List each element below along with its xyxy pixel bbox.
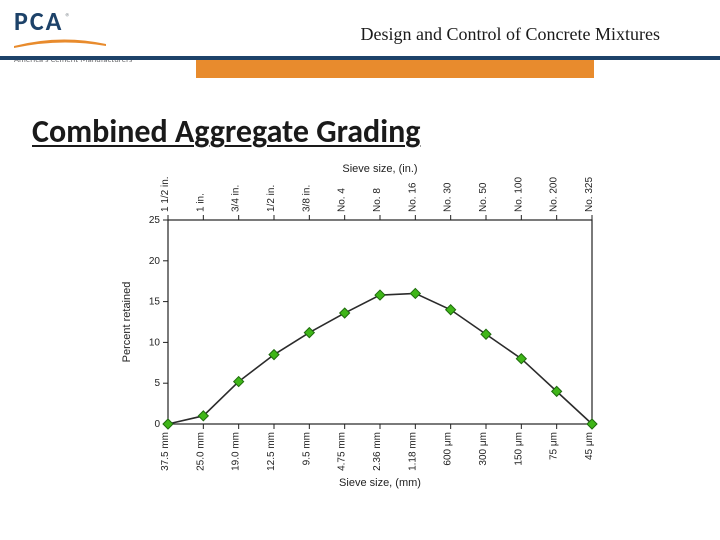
header-accent-bar [196,60,594,78]
logo-swoosh-icon [14,38,106,48]
logo-text: PCA® [14,8,214,34]
svg-text:600 μm: 600 μm [443,432,454,466]
svg-text:25: 25 [149,215,161,226]
slide-header: PCA® America's Cement Manufacturers™ Des… [0,0,720,70]
svg-text:15: 15 [149,297,161,308]
svg-text:No. 200: No. 200 [549,177,560,212]
svg-text:No. 100: No. 100 [513,177,524,212]
svg-text:No. 325: No. 325 [584,177,595,212]
slide-root: PCA® America's Cement Manufacturers™ Des… [0,0,720,540]
svg-text:1/2 in.: 1/2 in. [266,185,277,212]
svg-text:300 μm: 300 μm [478,432,489,466]
header-title: Design and Control of Concrete Mixtures [361,24,660,45]
svg-text:1 in.: 1 in. [195,193,206,212]
svg-text:75 μm: 75 μm [549,432,560,460]
chart-svg: 0 5 10 15 20 25 Percent retained 1 1/2 in. 1 in.… [110,160,610,490]
svg-text:No. 50: No. 50 [478,182,489,212]
svg-text:No. 30: No. 30 [443,182,454,212]
svg-text:20: 20 [149,256,161,267]
svg-text:25.0 mm: 25.0 mm [195,432,206,471]
svg-text:Percent retained: Percent retained [121,282,133,363]
svg-text:9.5 mm: 9.5 mm [301,432,312,465]
svg-text:No. 16: No. 16 [407,182,418,212]
svg-text:1 1/2 in.: 1 1/2 in. [160,176,171,212]
svg-text:2.36 mm: 2.36 mm [372,432,383,471]
svg-text:5: 5 [154,378,160,389]
grading-chart: 0 5 10 15 20 25 Percent retained 1 1/2 in. 1 in.… [110,160,610,490]
svg-text:4.75 mm: 4.75 mm [337,432,348,471]
svg-text:3/8 in.: 3/8 in. [301,185,312,212]
svg-text:150 μm: 150 μm [513,432,524,466]
svg-text:45 μm: 45 μm [584,432,595,460]
svg-text:37.5 mm: 37.5 mm [160,432,171,471]
svg-text:No. 4: No. 4 [337,188,348,212]
svg-text:Sieve size, (in.): Sieve size, (in.) [342,163,417,175]
svg-text:10: 10 [149,337,161,348]
svg-text:Sieve size, (mm): Sieve size, (mm) [339,477,421,489]
svg-text:1.18 mm: 1.18 mm [407,432,418,471]
svg-text:12.5 mm: 12.5 mm [266,432,277,471]
svg-text:3/4 in.: 3/4 in. [231,185,242,212]
svg-text:No. 8: No. 8 [372,188,383,212]
svg-text:19.0 mm: 19.0 mm [231,432,242,471]
logo-letters: PCA [14,5,63,37]
slide-title: Combined Aggregate Grading [32,112,420,151]
registered-icon: ® [65,10,72,23]
svg-text:0: 0 [154,419,160,430]
